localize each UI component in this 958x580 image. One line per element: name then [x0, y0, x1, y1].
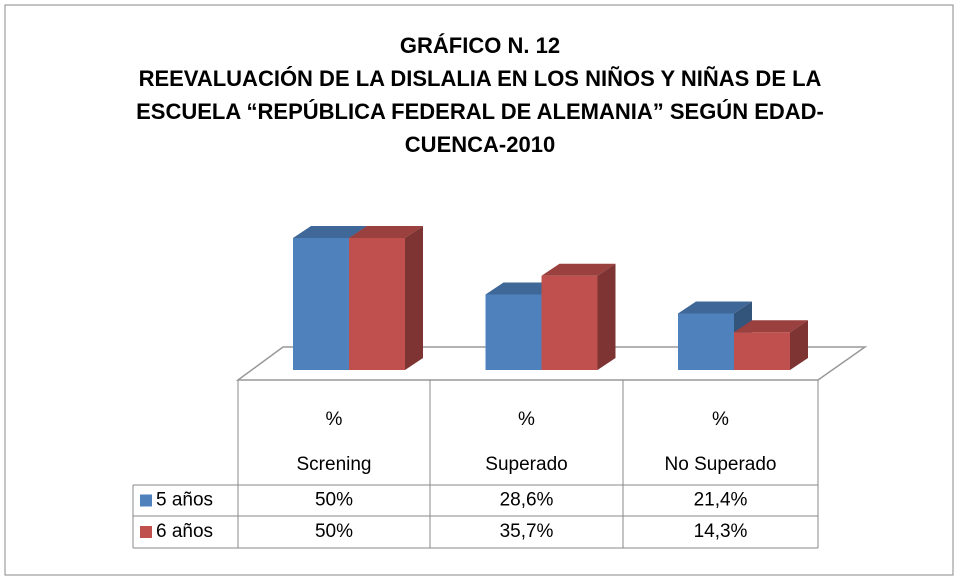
bar	[678, 313, 734, 370]
data-label: 50%	[315, 490, 353, 511]
data-label: 50%	[315, 521, 353, 542]
x-tick-label: Superado	[485, 454, 567, 475]
bar-top	[678, 301, 752, 314]
legend-label: 6 años	[156, 521, 213, 542]
x-tick-label: Screning	[297, 454, 372, 475]
legend-label: 5 años	[156, 490, 213, 511]
chart-subtitle: CUENCA-2010	[405, 132, 555, 157]
bar-top	[349, 226, 423, 238]
bar-side	[405, 226, 423, 370]
bar	[293, 238, 349, 370]
chart-frame	[4, 4, 954, 576]
bar-top	[293, 226, 367, 238]
bar-top	[734, 320, 808, 333]
x-tick-label: %	[712, 409, 729, 430]
chart-subtitle: REEVALUACIÓN DE LA DISLALIA EN LOS NIÑOS…	[139, 66, 822, 91]
bar-side	[790, 320, 808, 370]
x-tick-label: %	[326, 409, 343, 430]
bar	[485, 294, 542, 370]
data-label: 21,4%	[694, 490, 748, 511]
chart-title: GRÁFICO N. 12	[400, 33, 560, 58]
bar-top	[485, 282, 560, 295]
legend-swatch	[140, 526, 152, 538]
bar	[349, 238, 405, 370]
chart-subtitle: ESCUELA “REPÚBLICA FEDERAL DE ALEMANIA” …	[136, 99, 824, 124]
bar-side	[597, 263, 616, 370]
legend-swatch	[140, 494, 152, 507]
x-tick-label: %	[518, 409, 535, 430]
bar	[734, 332, 790, 370]
data-label: 35,7%	[500, 521, 554, 542]
bar-top	[541, 263, 616, 276]
x-tick-label: No Superado	[665, 454, 777, 475]
data-label: 28,6%	[500, 490, 554, 511]
data-label: 14,3%	[694, 521, 748, 542]
bar	[541, 275, 598, 370]
